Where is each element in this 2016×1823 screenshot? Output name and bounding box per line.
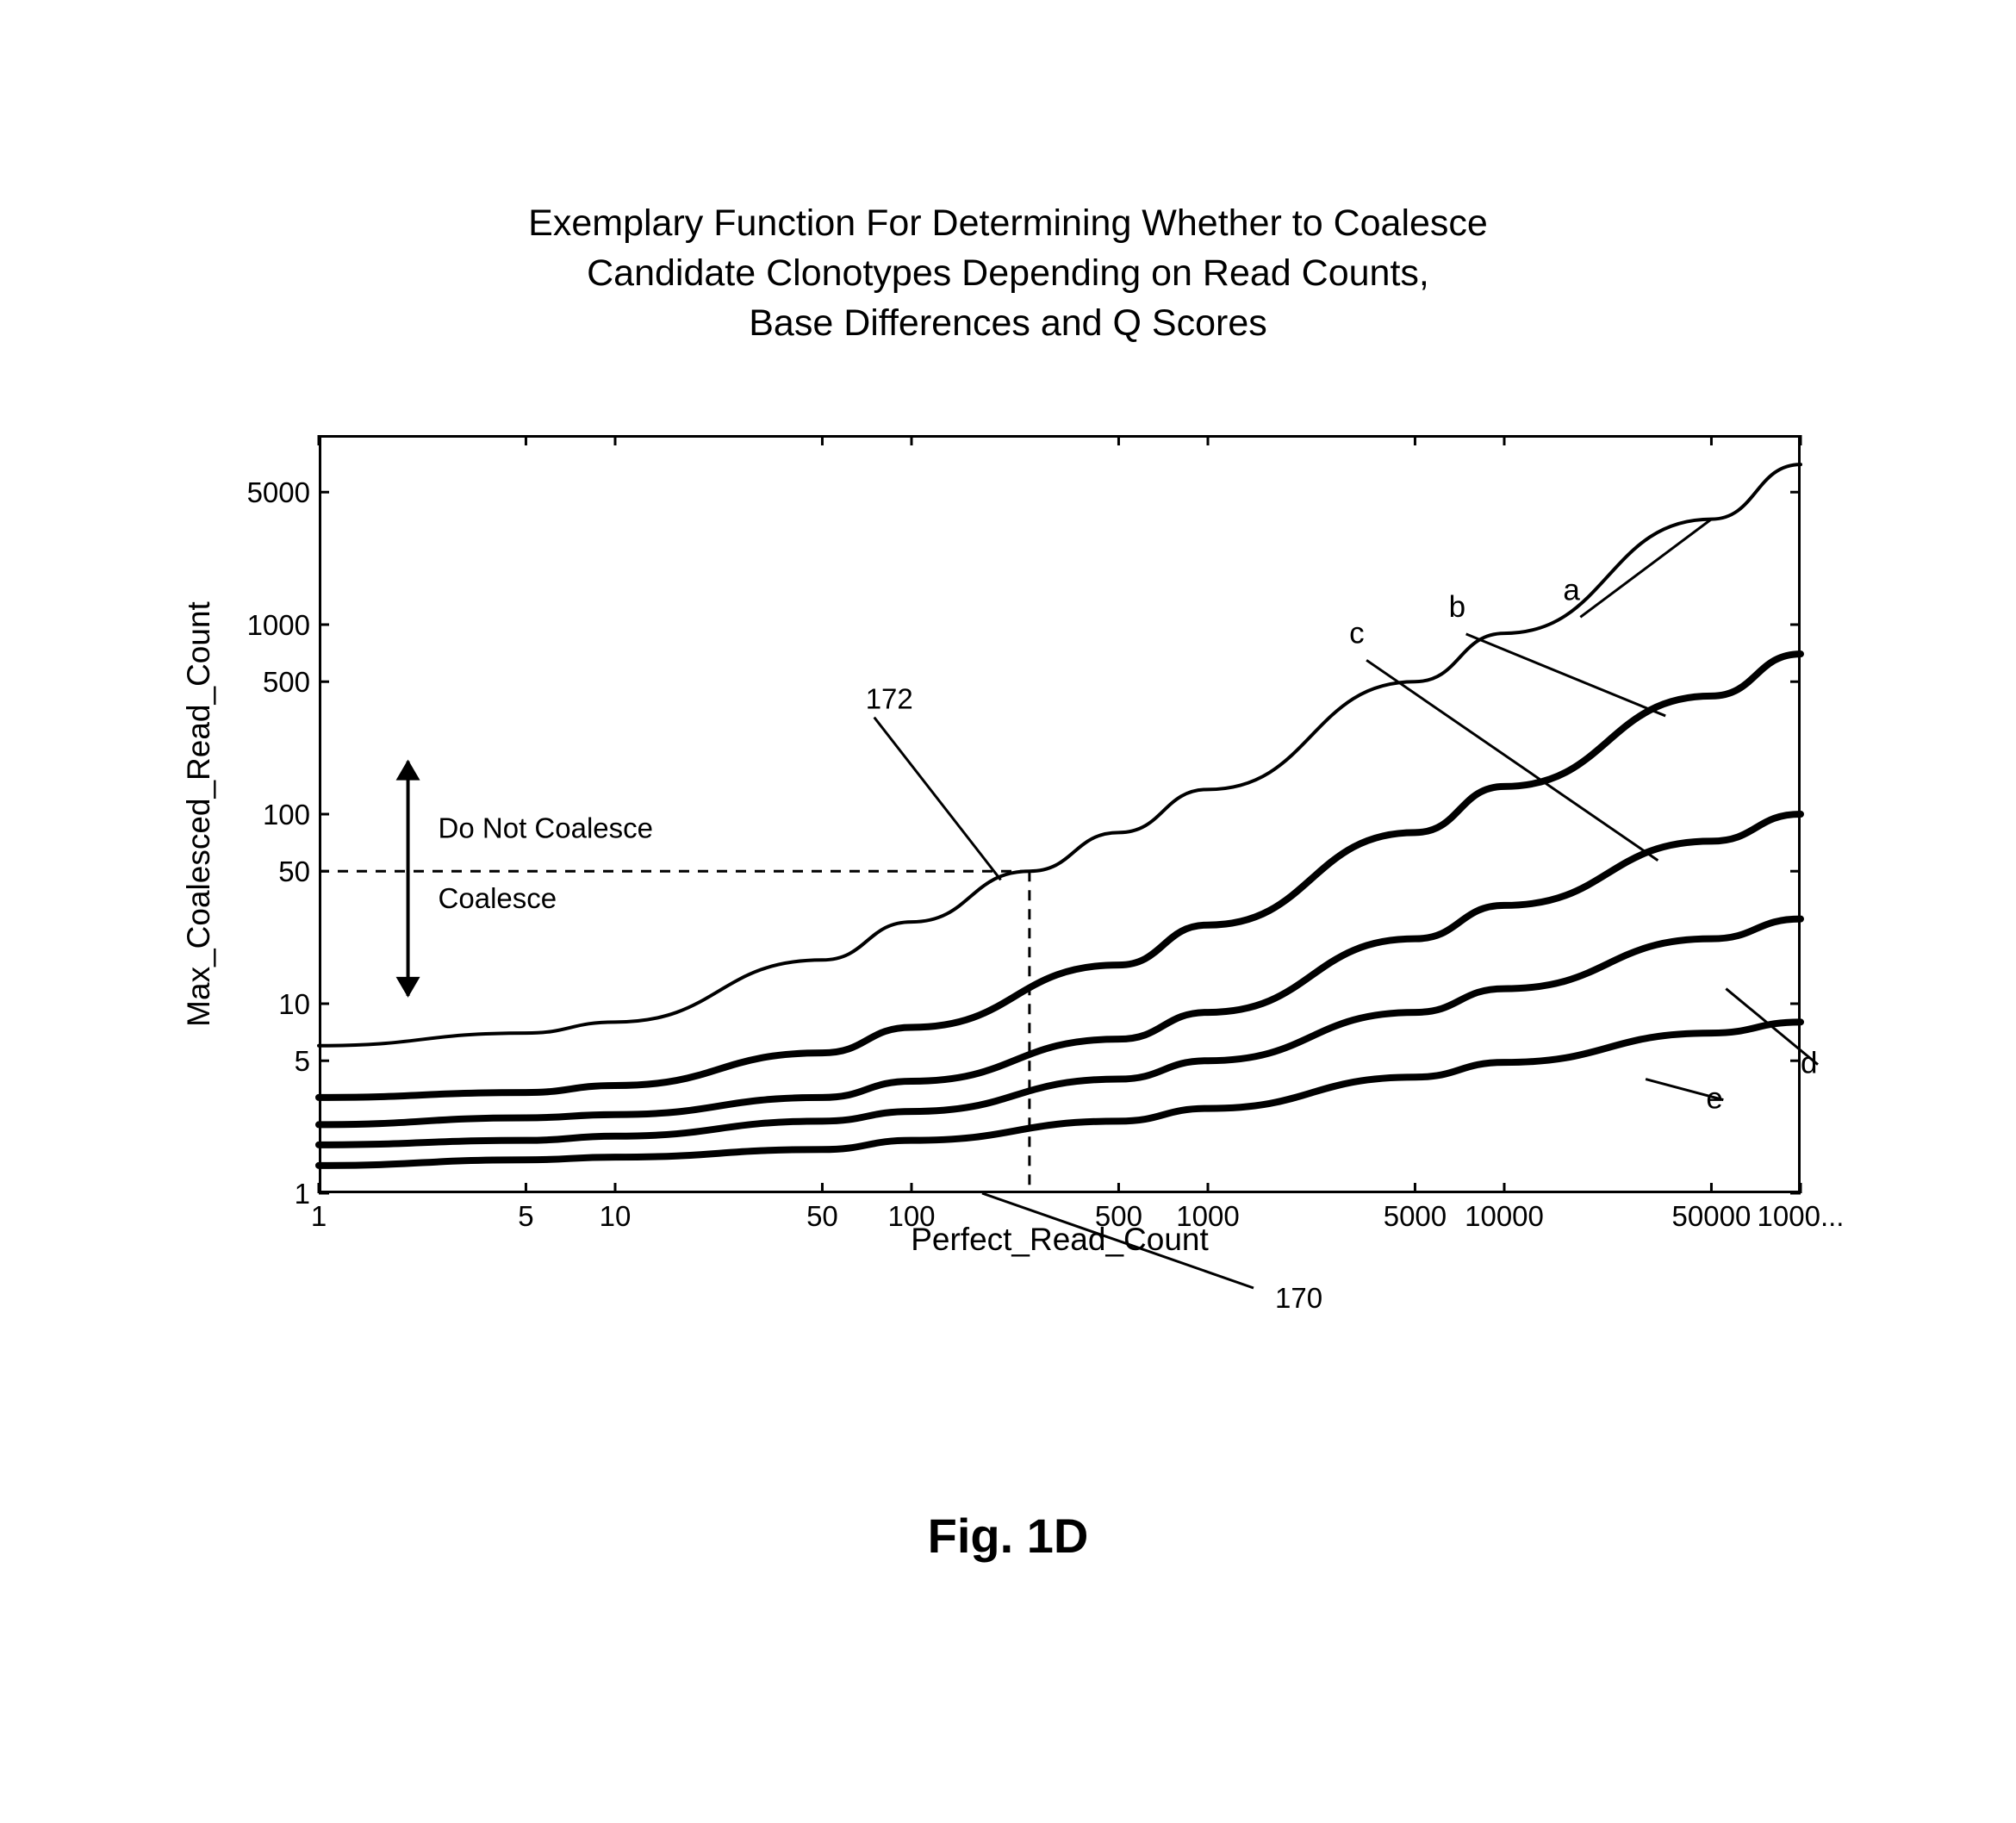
chart-panel: abcdeDo Not CoalesceCoalesce172170	[319, 435, 1801, 1193]
x-tick-label: 100	[887, 1200, 935, 1233]
curve-label-a: a	[1563, 573, 1580, 607]
leader-line-a	[1580, 520, 1711, 618]
figure-caption: Fig. 1D	[0, 1508, 2016, 1564]
leader-172	[874, 718, 1001, 880]
y-tick-label: 5000	[233, 476, 310, 509]
y-tick-label: 1	[233, 1178, 310, 1210]
y-axis-title: Max_Coalesced_Read_Count	[181, 435, 217, 1193]
x-tick-label: 500	[1095, 1200, 1142, 1233]
callout-172: 172	[866, 683, 913, 715]
y-tick-label: 100	[233, 799, 310, 831]
curve-label-b: b	[1449, 590, 1465, 624]
curve-c	[319, 814, 1801, 1124]
y-tick-label: 10	[233, 988, 310, 1021]
x-tick-label: 5	[518, 1200, 533, 1233]
coalesce-arrowhead-down	[396, 977, 420, 998]
x-axis-title: Perfect_Read_Count	[319, 1222, 1801, 1258]
title-line-2: Candidate Clonotypes Depending on Read C…	[0, 248, 2016, 298]
x-tick-label: 10000	[1465, 1200, 1544, 1233]
title-line-1: Exemplary Function For Determining Wheth…	[0, 198, 2016, 248]
y-tick-label: 5	[233, 1045, 310, 1078]
x-tick-label: 1	[311, 1200, 327, 1233]
curve-a	[319, 464, 1801, 1046]
x-tick-label: 1000...	[1758, 1200, 1845, 1233]
curve-label-d: d	[1801, 1047, 1817, 1080]
x-tick-label: 1000	[1176, 1200, 1239, 1233]
label-coalesce: Coalesce	[439, 882, 557, 914]
title-line-3: Base Differences and Q Scores	[0, 298, 2016, 348]
y-tick-label: 500	[233, 666, 310, 699]
chart-title: Exemplary Function For Determining Wheth…	[0, 198, 2016, 348]
x-tick-label: 5000	[1384, 1200, 1447, 1233]
x-tick-label: 50	[806, 1200, 838, 1233]
page: { "title": { "line1": "Exemplary Functio…	[0, 0, 2016, 1823]
chart-svg: abcdeDo Not CoalesceCoalesce172170	[319, 435, 1801, 1193]
y-tick-label: 50	[233, 856, 310, 888]
leader-line-b	[1466, 634, 1666, 716]
curve-label-c: c	[1349, 616, 1365, 650]
coalesce-arrowhead-up	[396, 760, 420, 781]
label-do-not-coalesce: Do Not Coalesce	[439, 812, 653, 843]
y-tick-label: 1000	[233, 609, 310, 642]
curve-label-e: e	[1706, 1082, 1722, 1116]
x-tick-label: 10	[600, 1200, 632, 1233]
callout-170: 170	[1275, 1282, 1322, 1314]
x-tick-label: 50000	[1672, 1200, 1752, 1233]
